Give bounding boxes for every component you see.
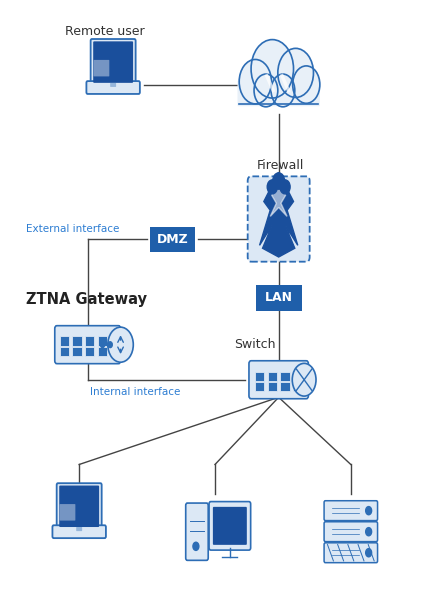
- Circle shape: [293, 66, 320, 103]
- FancyBboxPatch shape: [280, 382, 290, 391]
- Circle shape: [280, 180, 290, 194]
- Circle shape: [267, 180, 277, 194]
- FancyBboxPatch shape: [85, 336, 95, 346]
- FancyBboxPatch shape: [324, 522, 378, 542]
- FancyBboxPatch shape: [52, 525, 106, 538]
- FancyBboxPatch shape: [248, 176, 310, 262]
- Polygon shape: [260, 172, 298, 257]
- FancyBboxPatch shape: [72, 336, 82, 346]
- FancyBboxPatch shape: [94, 60, 109, 77]
- FancyBboxPatch shape: [237, 80, 320, 106]
- FancyBboxPatch shape: [324, 501, 378, 520]
- Circle shape: [366, 549, 372, 557]
- Circle shape: [108, 327, 133, 362]
- Circle shape: [366, 507, 372, 514]
- Text: Remote user: Remote user: [65, 25, 144, 38]
- FancyBboxPatch shape: [150, 227, 196, 253]
- FancyBboxPatch shape: [280, 372, 290, 381]
- FancyBboxPatch shape: [60, 336, 69, 346]
- Text: Internal interface: Internal interface: [90, 387, 180, 396]
- Circle shape: [273, 173, 285, 189]
- FancyBboxPatch shape: [98, 336, 107, 346]
- FancyBboxPatch shape: [213, 507, 247, 545]
- Circle shape: [278, 48, 313, 97]
- FancyBboxPatch shape: [110, 83, 116, 87]
- Circle shape: [251, 40, 294, 98]
- FancyBboxPatch shape: [93, 41, 133, 83]
- Text: Switch: Switch: [235, 337, 276, 350]
- Circle shape: [366, 527, 372, 536]
- FancyBboxPatch shape: [59, 486, 99, 527]
- FancyBboxPatch shape: [255, 372, 264, 381]
- Text: Firewall: Firewall: [257, 159, 304, 172]
- FancyBboxPatch shape: [186, 503, 208, 560]
- Circle shape: [239, 60, 271, 104]
- FancyBboxPatch shape: [60, 347, 69, 356]
- Text: DMZ: DMZ: [157, 233, 188, 246]
- Text: LAN: LAN: [265, 291, 293, 304]
- FancyBboxPatch shape: [86, 81, 140, 94]
- Circle shape: [292, 363, 316, 396]
- FancyBboxPatch shape: [98, 347, 107, 356]
- Polygon shape: [270, 177, 287, 217]
- Text: ZTNA Gateway: ZTNA Gateway: [26, 291, 147, 307]
- FancyBboxPatch shape: [91, 39, 135, 86]
- Circle shape: [100, 342, 104, 348]
- FancyBboxPatch shape: [324, 543, 378, 563]
- FancyBboxPatch shape: [85, 347, 95, 356]
- FancyBboxPatch shape: [55, 326, 120, 363]
- FancyBboxPatch shape: [293, 382, 302, 391]
- FancyBboxPatch shape: [267, 382, 277, 391]
- FancyBboxPatch shape: [76, 527, 82, 531]
- Text: External interface: External interface: [26, 224, 120, 234]
- FancyBboxPatch shape: [255, 382, 264, 391]
- FancyBboxPatch shape: [72, 347, 82, 356]
- FancyBboxPatch shape: [267, 372, 277, 381]
- Circle shape: [193, 542, 199, 550]
- FancyBboxPatch shape: [249, 360, 308, 399]
- Circle shape: [108, 342, 112, 348]
- Circle shape: [271, 74, 295, 107]
- FancyBboxPatch shape: [256, 285, 301, 311]
- Circle shape: [254, 74, 278, 107]
- FancyBboxPatch shape: [209, 502, 251, 550]
- FancyBboxPatch shape: [57, 483, 101, 530]
- FancyBboxPatch shape: [293, 372, 302, 381]
- FancyBboxPatch shape: [60, 504, 75, 520]
